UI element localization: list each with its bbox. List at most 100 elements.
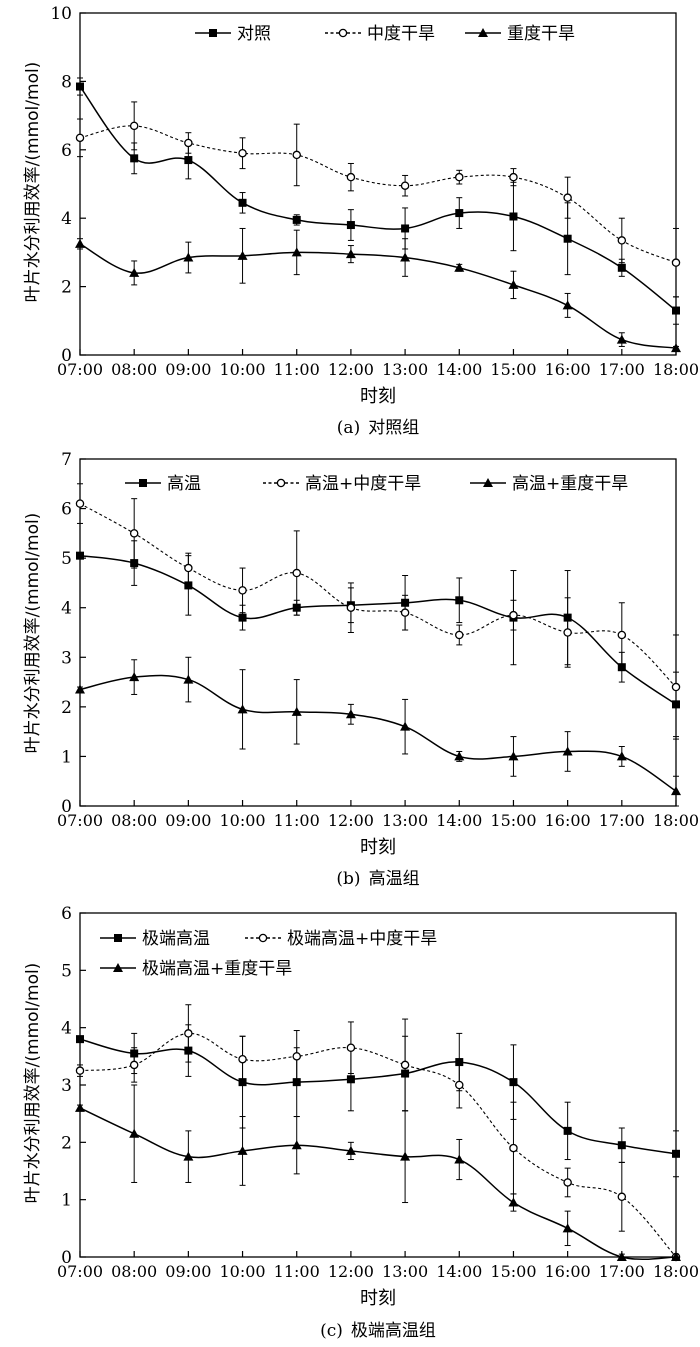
y-axis-label: 叶片水分利用效率/(mmol/mol)	[23, 513, 43, 754]
x-tick-label: 12:00	[328, 1262, 374, 1281]
x-axis-label: 时刻	[360, 837, 396, 858]
data-point	[129, 529, 139, 538]
series-2	[75, 483, 681, 740]
data-point	[616, 334, 627, 344]
data-point	[183, 252, 194, 262]
data-point	[75, 1066, 85, 1075]
data-point	[75, 684, 85, 694]
data-point	[671, 1252, 681, 1261]
legend-label: 高温+重度干旱	[512, 474, 628, 494]
x-tick-label: 16:00	[545, 360, 591, 379]
data-point	[562, 300, 573, 310]
y-tick-label: 3	[61, 648, 72, 668]
x-tick-label: 12:00	[328, 811, 374, 830]
data-point	[345, 1145, 356, 1155]
legend-label: 重度干旱	[507, 24, 575, 44]
x-axis-label: 时刻	[360, 1288, 396, 1309]
x-tick-label: 09:00	[165, 360, 211, 379]
data-point	[291, 247, 302, 257]
data-point	[509, 212, 518, 221]
caption-text: 极端高温组	[351, 1321, 436, 1341]
y-tick-label: 2	[61, 698, 72, 718]
data-point	[183, 1151, 194, 1161]
x-tick-label: 15:00	[490, 811, 536, 830]
legend-label: 高温+中度干旱	[305, 474, 421, 494]
y-tick-label: 0	[61, 1248, 72, 1268]
x-tick-label: 13:00	[382, 1262, 428, 1281]
data-point	[400, 1151, 411, 1161]
data-point	[672, 1149, 680, 1158]
legend-marker	[276, 478, 286, 488]
data-point	[508, 751, 519, 761]
chart-panel-c: 0 1 2 3 4 5 6 07:00 08:00 09:00 10:00 11:00 12:00 13:…	[23, 904, 699, 1341]
data-point	[129, 121, 139, 131]
x-tick-label: 08:00	[111, 360, 157, 379]
data-point	[509, 1078, 518, 1087]
y-tick-label: 4	[61, 1019, 72, 1039]
data-point	[455, 630, 464, 640]
series-line	[79, 1107, 677, 1261]
y-axis-label: 叶片水分利用效率/(mmol/mol)	[23, 963, 43, 1204]
data-point	[238, 198, 247, 207]
x-tick-label: 07:00	[57, 811, 103, 830]
series-line	[79, 125, 677, 264]
data-point	[183, 674, 194, 684]
x-tick-label: 11:00	[274, 1262, 320, 1281]
chart-panel-a: 0 2 4 6 8 10 07:00 08:00 09:00 10:00 11:00 12:00 13:…	[23, 4, 699, 438]
series-line	[79, 503, 677, 688]
data-point	[454, 751, 465, 761]
legend-label: 极端高温+重度干旱	[142, 959, 292, 979]
data-point	[400, 608, 410, 617]
data-point	[671, 786, 681, 796]
data-point	[671, 343, 681, 353]
data-point	[617, 1141, 626, 1150]
data-point	[617, 630, 627, 640]
data-point	[563, 1126, 572, 1135]
y-tick-label: 1	[61, 747, 72, 767]
data-point	[509, 1143, 518, 1153]
data-point	[563, 628, 572, 637]
data-point	[509, 172, 518, 182]
x-tick-label: 14:00	[436, 360, 482, 379]
y-tick-label: 2	[61, 278, 72, 298]
legend-marker	[258, 933, 268, 943]
data-point	[455, 209, 464, 218]
data-point	[671, 258, 681, 267]
chart-panel-b: 0 1 2 3 4 5 6 7 07:00 08:00 09:00 10:00 11:00 12:00 13…	[23, 450, 699, 889]
data-point	[400, 721, 411, 731]
data-point	[617, 1192, 627, 1202]
y-tick-label: 7	[61, 450, 72, 470]
data-point	[130, 154, 139, 163]
panel-caption: (c) 极端高温组	[320, 1321, 436, 1341]
data-point	[238, 1054, 247, 1064]
data-point	[455, 1080, 464, 1090]
x-tick-label: 09:00	[165, 811, 211, 830]
series-3	[75, 227, 681, 353]
data-point	[76, 1035, 84, 1044]
data-point	[291, 1140, 302, 1150]
data-point	[563, 234, 572, 243]
x-tick-label: 10:00	[219, 1262, 265, 1281]
data-point	[184, 138, 193, 148]
legend-marker	[113, 963, 123, 972]
data-point	[292, 215, 301, 224]
caption-label: (b)	[336, 869, 360, 889]
data-point	[455, 172, 464, 182]
y-tick-label: 1	[61, 1191, 72, 1211]
legend-marker	[114, 934, 122, 942]
y-tick-label: 2	[61, 1133, 72, 1153]
data-point	[184, 156, 193, 165]
data-point	[346, 221, 355, 230]
x-tick-label: 14:00	[436, 1262, 482, 1281]
x-tick-label: 07:00	[57, 360, 103, 379]
data-point	[75, 238, 85, 248]
series-line	[79, 674, 677, 792]
data-point	[238, 148, 247, 158]
x-tick-label: 08:00	[111, 811, 157, 830]
data-point	[563, 193, 572, 202]
data-point	[617, 236, 627, 245]
plot-area-a: 0 2 4 6 8 10 07:00 08:00 09:00 10:00 11:00 12:00 13:…	[50, 4, 699, 379]
panel-caption: (b) 高温组	[336, 869, 419, 889]
